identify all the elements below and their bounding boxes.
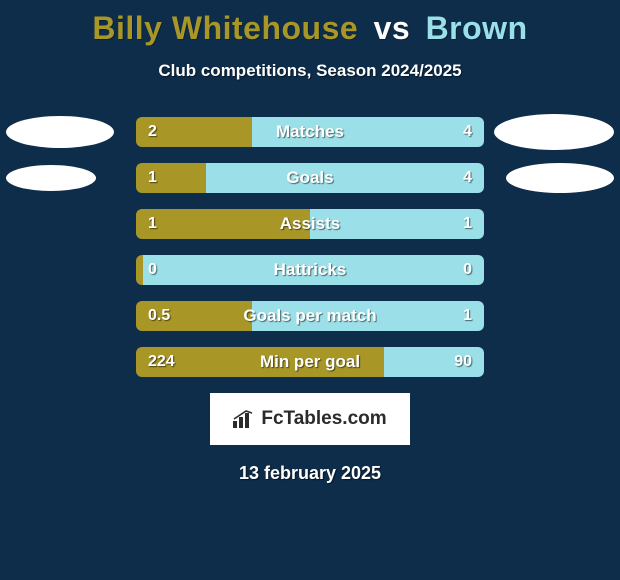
bar-track [136,209,484,239]
bar-right-segment [143,255,484,285]
stat-right-value: 1 [463,301,472,331]
bar-right-segment [310,209,484,239]
bar-track [136,255,484,285]
stat-left-value: 0 [148,255,157,285]
stat-right-value: 90 [454,347,472,377]
date-text: 13 february 2025 [0,463,620,484]
stat-left-value: 0.5 [148,301,170,331]
player2-name: Brown [426,10,528,46]
stat-row: Hattricks00 [0,255,620,285]
bar-right-segment [252,301,484,331]
stat-right-value: 4 [463,117,472,147]
right-oval [506,163,614,193]
stat-row: Min per goal22490 [0,347,620,377]
stat-right-value: 1 [463,209,472,239]
logo: FcTables.com [233,408,386,430]
logo-badge: FcTables.com [210,393,410,445]
bar-left-segment [136,163,206,193]
bar-right-segment [206,163,484,193]
bar-left-segment [136,255,143,285]
stat-row: Assists11 [0,209,620,239]
stat-right-value: 4 [463,163,472,193]
bar-track [136,163,484,193]
stat-row: Matches24 [0,117,620,147]
bar-track [136,117,484,147]
stat-left-value: 224 [148,347,175,377]
bar-track [136,347,484,377]
bar-track [136,301,484,331]
stats-bars: Matches24Goals14Assists11Hattricks00Goal… [0,117,620,377]
stat-left-value: 1 [148,209,157,239]
subtitle: Club competitions, Season 2024/2025 [0,61,620,81]
stat-row: Goals per match0.51 [0,301,620,331]
vs-text: vs [374,10,411,46]
right-oval [494,114,614,150]
stat-left-value: 2 [148,117,157,147]
logo-text: FcTables.com [261,408,386,430]
comparison-infographic: Billy Whitehouse vs Brown Club competiti… [0,0,620,580]
bar-left-segment [136,209,310,239]
player1-name: Billy Whitehouse [92,10,358,46]
stat-row: Goals14 [0,163,620,193]
page-title: Billy Whitehouse vs Brown [0,0,620,47]
stat-left-value: 1 [148,163,157,193]
left-oval [6,165,96,191]
bar-right-segment [252,117,484,147]
stat-right-value: 0 [463,255,472,285]
chart-icon [233,410,255,428]
left-oval [6,116,114,148]
